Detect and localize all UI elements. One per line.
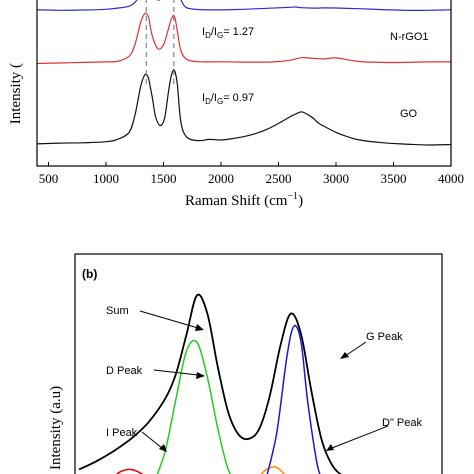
panel-b-series-g-peak-line	[266, 324, 321, 474]
panel-a-x-tick-labels: 500 1000 1500 2000 2500 3000 3500 4000	[39, 171, 464, 186]
callout-arrows	[139, 310, 389, 452]
panel-a-x-tick-label-500: 500	[39, 171, 59, 186]
panel-a-x-axis-label: Raman Shift (cm−1)	[185, 191, 303, 209]
callout-arrow-i	[141, 431, 163, 449]
callout-label-d-peak: D Peak	[106, 365, 143, 377]
callout-arrowhead-sum	[195, 324, 204, 331]
panel-b-series-layer	[78, 293, 342, 474]
panel-a-series-n-rgo1-line	[36, 12, 452, 65]
panel-a-dash-layer	[145, 0, 175, 88]
ratio-go-mid: /I	[211, 92, 217, 104]
panel-b-series-sum-line	[78, 293, 342, 474]
ratio-go-base: I	[202, 92, 205, 104]
panel-a-series-top-line	[36, 0, 452, 12]
callout-label-i-peak: I Peak	[106, 427, 138, 439]
panel-b-y-axis-label: Intensity (a.u)	[48, 386, 64, 470]
callout-arrowhead-i	[159, 444, 167, 452]
panel-b-label: (b)	[82, 267, 97, 281]
ratio-nrgo1-sub2: G	[217, 31, 223, 40]
panel-a-x-tick-label-1500: 1500	[151, 171, 177, 186]
panel-a-series-go-line	[36, 69, 452, 146]
panel-a: 500 1000 1500 2000 2500 3000 3500 4000 Intensit…	[8, 0, 464, 209]
ratio-nrgo1-tail: = 1.27	[223, 26, 254, 38]
callout-arrow-sum	[139, 310, 199, 329]
ratio-nrgo1-mid: /I	[211, 26, 217, 38]
ratio-go-sub2: G	[217, 97, 223, 106]
ratio-nrgo1-base: I	[202, 26, 205, 38]
callout-arrowhead-d2	[326, 444, 334, 451]
panel-a-x-axis-label-close: )	[298, 193, 303, 209]
panel-b-series-d-peak-line	[260, 466, 285, 474]
ratio-annotation-go: ID/IG= 0.97	[202, 92, 254, 106]
ratio-go-sub1: D	[205, 97, 211, 106]
series-label-nrgo1: N-rGO1	[390, 31, 429, 43]
panel-a-x-tick-label-3000: 3000	[323, 171, 349, 186]
ratio-go-tail: = 0.97	[223, 92, 254, 104]
panel-a-x-tick-label-4000: 4000	[438, 171, 464, 186]
panel-b-plot-frame	[74, 253, 443, 474]
panel-a-x-axis-label-exp: −1	[287, 191, 298, 202]
panel-a-x-ticks	[48, 162, 452, 166]
callout-arrowhead-d	[196, 372, 205, 379]
panel-a-series-layer	[36, 0, 452, 146]
ratio-annotation-nrgo1: ID/IG= 1.27	[202, 26, 254, 40]
callout-arrowhead-g	[340, 352, 349, 359]
callout-arrow-g	[344, 341, 367, 357]
callout-label-d2-peak: D" Peak	[382, 417, 422, 429]
panel-a-x-tick-label-3500: 3500	[381, 171, 407, 186]
callout-arrow-d2	[331, 425, 389, 449]
callout-label-sum: Sum	[106, 305, 129, 317]
panel-b-series-d-peak-line	[156, 339, 232, 474]
panel-b: (b) Intensity (a.u) Sum D Peak I Peak G …	[48, 253, 443, 474]
panel-a-plot-frame	[36, 0, 452, 167]
callout-arrow-d	[153, 369, 199, 376]
ratio-nrgo1-sub1: D	[205, 31, 211, 40]
panel-a-x-tick-label-2000: 2000	[208, 171, 234, 186]
panel-a-x-axis-label-main: Raman Shift (cm	[185, 193, 288, 209]
panel-a-x-tick-label-2500: 2500	[266, 171, 292, 186]
callout-label-g-peak: G Peak	[366, 331, 403, 343]
panel-a-y-axis-label: Intensity (	[8, 63, 24, 124]
series-label-go: GO	[400, 108, 418, 120]
panel-b-series-i-peak-line	[115, 468, 144, 474]
panel-a-x-tick-label-1000: 1000	[93, 171, 119, 186]
